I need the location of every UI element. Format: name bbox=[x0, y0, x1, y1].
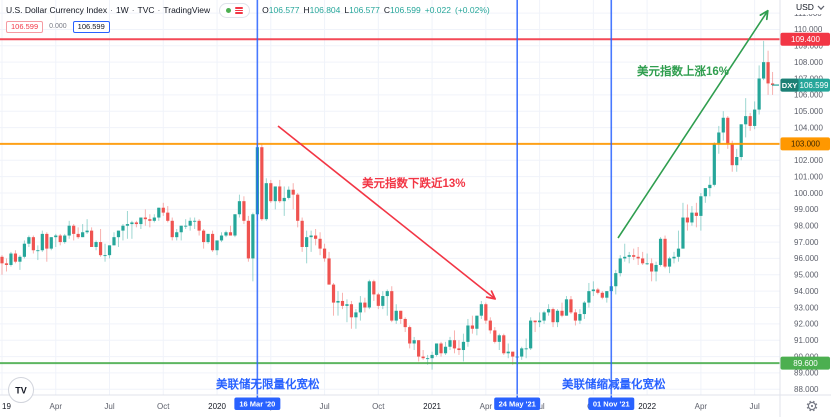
svg-text:88.000: 88.000 bbox=[794, 385, 819, 394]
svg-text:96.000: 96.000 bbox=[794, 254, 819, 263]
last-price-badge: DXY 106.599 bbox=[780, 78, 830, 92]
alert-price-box[interactable]: 106.599 bbox=[6, 20, 44, 33]
svg-text:105.000: 105.000 bbox=[794, 107, 823, 116]
svg-text:100.000: 100.000 bbox=[794, 189, 823, 198]
svg-text:106.599: 106.599 bbox=[800, 81, 829, 90]
high-label: H bbox=[303, 5, 310, 16]
candlestick-series[interactable] bbox=[0, 40, 775, 370]
support-line-badge: 89.600 bbox=[780, 356, 830, 370]
svg-text:91.000: 91.000 bbox=[794, 336, 819, 345]
qe-event-label[interactable]: 美联储无限量化宽松 bbox=[216, 377, 320, 391]
resistance-line-badge: 109.400 bbox=[780, 32, 830, 46]
visibility-dot-icon[interactable] bbox=[226, 7, 232, 13]
svg-text:95.000: 95.000 bbox=[794, 271, 819, 280]
close-label: C bbox=[383, 5, 390, 16]
gridlines bbox=[0, 0, 780, 395]
svg-text:DXY: DXY bbox=[782, 81, 797, 90]
svg-text:Apr: Apr bbox=[480, 402, 493, 411]
horizontal-level-lines[interactable] bbox=[0, 38, 780, 365]
svg-text:110.000: 110.000 bbox=[794, 25, 823, 34]
currency-header-bg bbox=[781, 0, 831, 14]
trend-arrows[interactable] bbox=[277, 12, 767, 298]
event-date-badge[interactable]: 01 Nov '21 bbox=[588, 397, 635, 411]
taper-event-label[interactable]: 美联储缩减量化宽松 bbox=[562, 377, 666, 391]
svg-text:Apr: Apr bbox=[50, 402, 63, 411]
price-badges: 109.400 DXY 106.599 103.000 89.600 bbox=[780, 32, 830, 370]
tradingview-logo[interactable]: TV bbox=[8, 377, 34, 403]
low-label: L bbox=[344, 5, 350, 16]
svg-text:19: 19 bbox=[2, 402, 11, 411]
svg-text:Jul: Jul bbox=[750, 402, 760, 411]
svg-text:109.400: 109.400 bbox=[791, 35, 820, 44]
chevron-down-icon bbox=[817, 5, 825, 11]
svg-text:Jul: Jul bbox=[104, 402, 114, 411]
svg-text:104.000: 104.000 bbox=[794, 123, 823, 132]
open-value: 106.577 bbox=[268, 5, 300, 16]
annotation-texts[interactable]: 美元指数下跌近13% 美元指数上涨16% 美联储无限量化宽松 美联储缩减量化宽松 bbox=[216, 64, 729, 391]
change-percent: (+0.02%) bbox=[454, 5, 490, 16]
svg-text:94.000: 94.000 bbox=[794, 287, 819, 296]
chart-legend: U.S. Dollar Currency Index · 1W · TVC · … bbox=[6, 3, 490, 33]
svg-text:Oct: Oct bbox=[157, 402, 170, 411]
close-value: 106.599 bbox=[390, 5, 421, 16]
drawing-values-row: 106.599 0.000 106.599 bbox=[6, 20, 490, 33]
title-separator: · bbox=[110, 5, 113, 16]
svg-text:98.000: 98.000 bbox=[794, 222, 819, 231]
low-value: 106.577 bbox=[349, 5, 380, 16]
svg-text:103.000: 103.000 bbox=[791, 140, 820, 149]
svg-text:16 Mar '20: 16 Mar '20 bbox=[239, 400, 275, 409]
title-separator: · bbox=[131, 5, 135, 16]
svg-text:108.000: 108.000 bbox=[794, 58, 823, 67]
svg-text:106.000: 106.000 bbox=[794, 91, 823, 100]
svg-text:Apr: Apr bbox=[695, 402, 708, 411]
up-trend-arrow[interactable] bbox=[617, 12, 767, 239]
high-value: 106.804 bbox=[309, 5, 341, 16]
svg-text:01 Nov '21: 01 Nov '21 bbox=[593, 400, 630, 409]
svg-text:97.000: 97.000 bbox=[794, 238, 819, 247]
exchange-label: TVC bbox=[137, 5, 155, 16]
svg-text:89.000: 89.000 bbox=[794, 369, 819, 378]
down-move-label[interactable]: 美元指数下跌近13% bbox=[362, 176, 466, 190]
mid-line-badge: 103.000 bbox=[780, 137, 830, 151]
change-value: +0.022 bbox=[424, 5, 451, 16]
svg-text:101.000: 101.000 bbox=[794, 172, 823, 181]
object-tree-list-icon[interactable] bbox=[235, 6, 244, 15]
svg-text:93.000: 93.000 bbox=[794, 303, 819, 312]
svg-text:2022: 2022 bbox=[638, 402, 656, 411]
svg-text:Oct: Oct bbox=[372, 402, 385, 411]
svg-text:102.000: 102.000 bbox=[794, 156, 823, 165]
open-label: O bbox=[262, 5, 269, 16]
zero-value: 0.000 bbox=[49, 23, 67, 31]
brand-label[interactable]: TradingView bbox=[163, 5, 211, 16]
line-price-box[interactable]: 106.599 bbox=[72, 20, 110, 33]
down-trend-arrow[interactable] bbox=[277, 125, 494, 298]
price-axis[interactable] bbox=[780, 0, 831, 417]
svg-text:99.000: 99.000 bbox=[794, 205, 819, 214]
interval-label[interactable]: 1W bbox=[115, 5, 129, 16]
svg-text:TV: TV bbox=[15, 386, 27, 396]
gear-icon[interactable] bbox=[806, 400, 818, 412]
svg-text:109.000: 109.000 bbox=[794, 42, 823, 51]
series-controls-pill[interactable] bbox=[219, 3, 251, 18]
svg-text:24 May '21: 24 May '21 bbox=[499, 400, 536, 409]
time-axis[interactable] bbox=[0, 395, 780, 417]
svg-text:2021: 2021 bbox=[423, 402, 441, 411]
svg-text:2020: 2020 bbox=[208, 402, 226, 411]
up-move-label[interactable]: 美元指数上涨16% bbox=[637, 64, 729, 78]
symbol-legend-row[interactable]: U.S. Dollar Currency Index · 1W · TVC · … bbox=[6, 3, 490, 18]
title-separator: · bbox=[157, 5, 161, 16]
currency-selector[interactable]: USD bbox=[796, 2, 825, 12]
svg-text:Jul: Jul bbox=[319, 402, 329, 411]
symbol-title[interactable]: U.S. Dollar Currency Index bbox=[6, 5, 108, 16]
ohlc-readout: O 106.577 H 106.804 L 106.577 C 106.599 … bbox=[258, 5, 490, 15]
event-date-badge[interactable]: 16 Mar '20 bbox=[234, 397, 281, 411]
event-date-badge[interactable]: 24 May '21 bbox=[494, 397, 541, 411]
svg-text:89.600: 89.600 bbox=[793, 359, 818, 368]
event-date-badges[interactable]: 16 Mar '20 24 May '21 01 Nov '21 bbox=[234, 397, 635, 411]
vertical-event-lines[interactable] bbox=[256, 0, 613, 395]
svg-text:92.000: 92.000 bbox=[794, 320, 819, 329]
svg-text:USD: USD bbox=[796, 2, 814, 12]
